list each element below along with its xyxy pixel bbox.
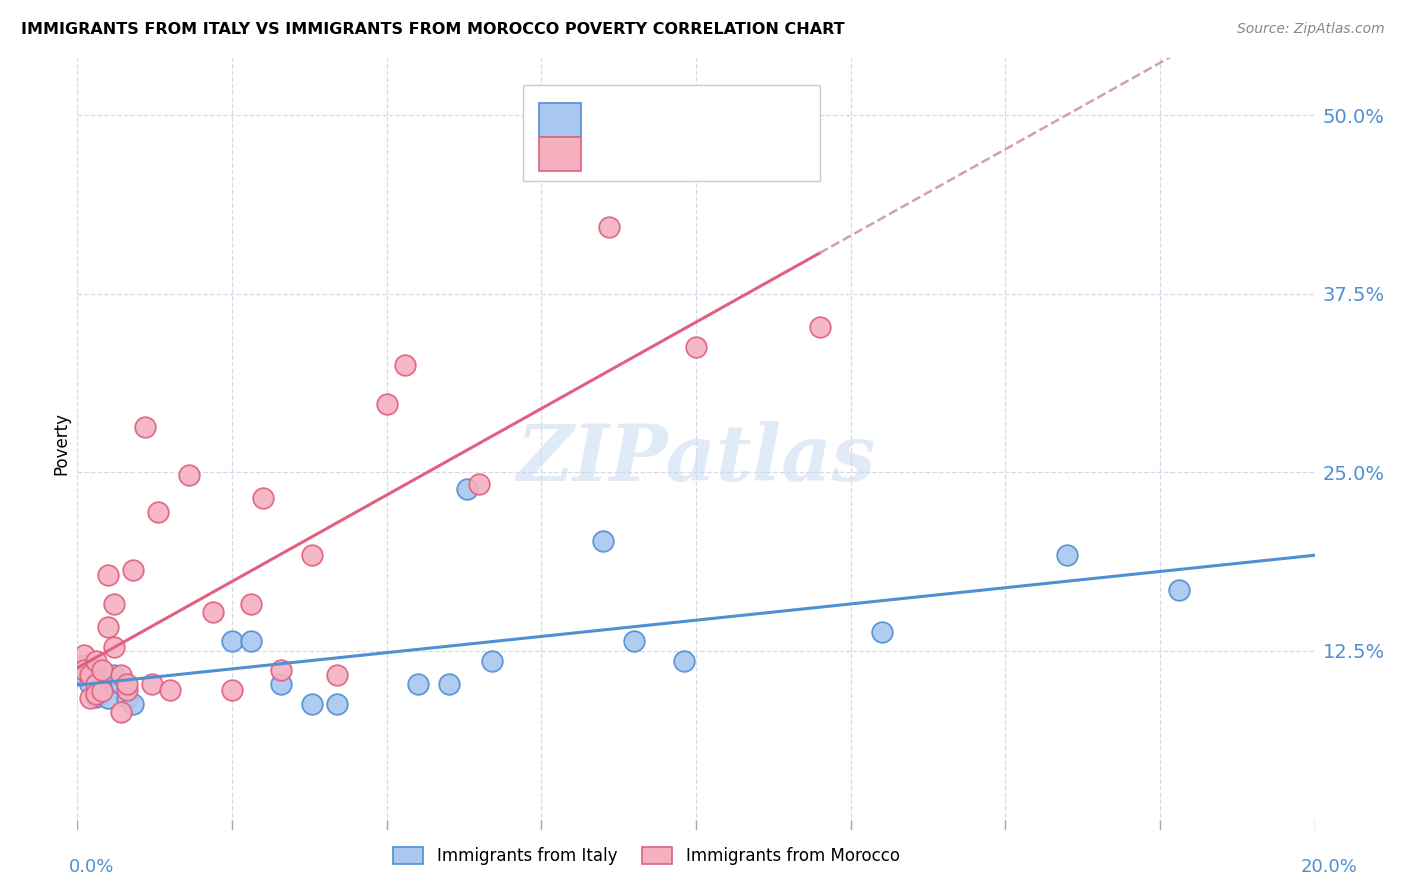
Point [468,476,491,491]
Point [1056,548,1078,562]
Point [110,668,132,682]
Point [84,663,107,677]
Point [437,677,460,691]
Point [122,697,145,711]
Point [72,668,94,682]
Point [97,620,120,634]
Point [870,625,893,640]
Point [1167,582,1189,597]
Point [685,340,707,354]
Point [72,663,94,677]
Point [141,677,163,691]
Point [672,654,695,668]
Point [79,677,101,691]
Point [375,397,398,411]
Point [103,640,125,654]
Point [326,668,349,682]
Text: IMMIGRANTS FROM ITALY VS IMMIGRANTS FROM MOROCCO POVERTY CORRELATION CHART: IMMIGRANTS FROM ITALY VS IMMIGRANTS FROM… [21,22,845,37]
Point [239,634,262,648]
Point [221,634,243,648]
Point [84,654,107,668]
Point [394,358,416,372]
Point [110,706,132,720]
FancyBboxPatch shape [523,85,820,181]
Point [301,548,323,562]
Point [84,677,107,691]
Point [252,491,274,505]
Point [456,483,478,497]
Point [103,668,125,682]
Point [122,562,145,576]
Point [79,668,101,682]
Text: N = 27: N = 27 [721,109,783,127]
Point [91,684,114,698]
Point [592,533,614,548]
Point [598,219,620,234]
Point [270,677,292,691]
Point [808,319,831,334]
Point [79,691,101,706]
Point [91,663,114,677]
Point [110,677,132,691]
Point [159,682,181,697]
Point [97,568,120,582]
Point [301,697,323,711]
FancyBboxPatch shape [538,103,581,136]
Point [406,677,429,691]
Text: ZIPatlas: ZIPatlas [516,421,876,498]
FancyBboxPatch shape [538,137,581,171]
Point [72,648,94,663]
Point [103,597,125,611]
Legend: Immigrants from Italy, Immigrants from Morocco: Immigrants from Italy, Immigrants from M… [387,840,907,871]
Point [72,658,94,673]
Point [270,663,292,677]
Text: R = 0.564: R = 0.564 [598,144,688,161]
Point [221,682,243,697]
Text: N = 36: N = 36 [721,144,783,161]
Point [79,665,101,680]
Point [91,677,114,691]
Point [177,468,200,483]
Point [481,654,503,668]
Point [326,697,349,711]
Point [84,690,107,704]
Point [97,691,120,706]
Point [84,687,107,701]
Point [134,419,156,434]
Point [146,505,169,519]
Point [202,606,225,620]
Point [115,682,138,697]
Y-axis label: Poverty: Poverty [52,412,70,475]
Point [623,634,645,648]
Text: Source: ZipAtlas.com: Source: ZipAtlas.com [1237,22,1385,37]
Point [115,677,138,691]
Text: 20.0%: 20.0% [1301,858,1357,876]
Point [115,691,138,706]
Text: R = 0.258: R = 0.258 [598,109,688,127]
Point [239,597,262,611]
Text: 0.0%: 0.0% [69,858,114,876]
